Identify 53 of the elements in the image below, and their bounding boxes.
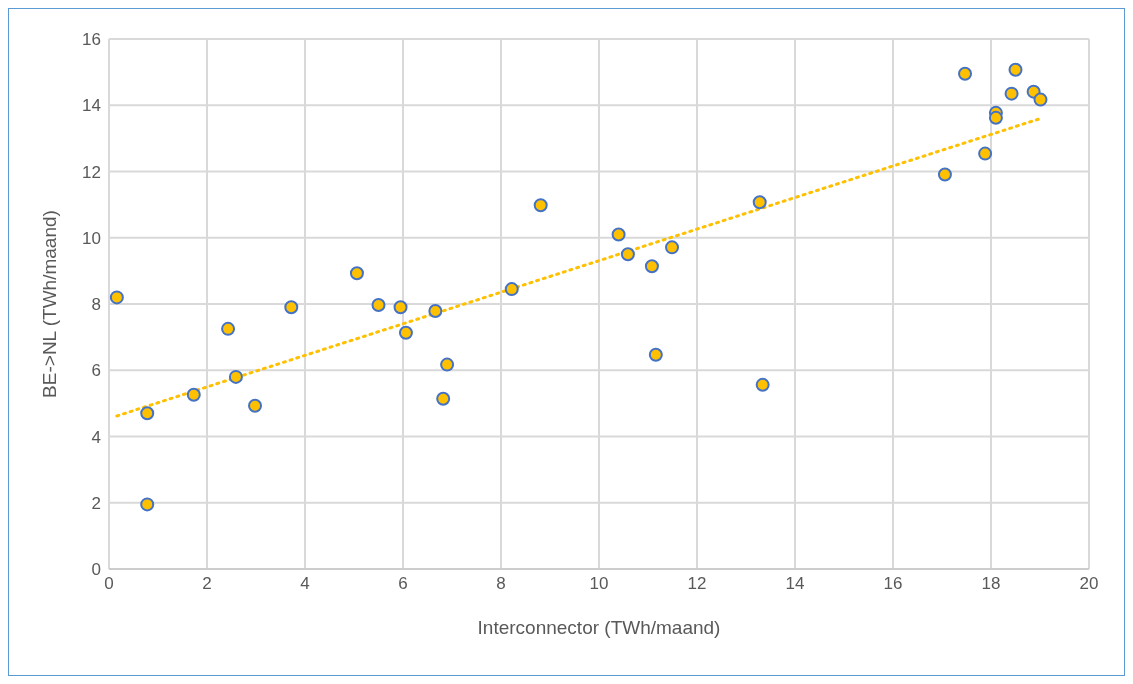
y-axis-title: BE->NL (TWh/maand) (38, 210, 60, 398)
point (752, 195, 767, 210)
x-tick-label: 12 (687, 574, 707, 594)
x-tick-label: 8 (496, 574, 506, 594)
y-tick-label: 6 (91, 361, 101, 381)
point (958, 66, 973, 81)
point (393, 300, 408, 315)
point (533, 198, 548, 213)
y-tick-label: 2 (91, 493, 101, 513)
point (988, 110, 1003, 125)
point (140, 406, 155, 421)
point (284, 300, 299, 315)
point (755, 377, 770, 392)
point (1008, 62, 1023, 77)
point (611, 227, 626, 242)
point (228, 369, 243, 384)
x-tick-label: 20 (1079, 574, 1099, 594)
point (109, 290, 124, 305)
point (349, 266, 364, 281)
x-tick-label: 18 (981, 574, 1001, 594)
x-axis-title: Interconnector (TWh/maand) (477, 617, 721, 638)
y-tick-label: 12 (82, 162, 101, 182)
point (648, 347, 663, 362)
point (504, 282, 519, 297)
point (436, 391, 451, 406)
x-tick-label: 2 (202, 574, 212, 594)
y-tick-label: 14 (82, 96, 101, 116)
y-tick-label: 0 (91, 560, 101, 580)
point (1004, 86, 1019, 101)
y-tick-label: 10 (82, 228, 101, 248)
point (140, 497, 155, 512)
y-tick-label: 8 (91, 295, 101, 315)
point (620, 247, 635, 262)
point (428, 303, 443, 318)
point (1033, 92, 1048, 107)
point (665, 240, 680, 255)
point (937, 167, 952, 182)
point (221, 321, 236, 336)
x-tick-label: 10 (589, 574, 609, 594)
point (371, 297, 386, 312)
point (440, 357, 455, 372)
y-tick-label: 4 (91, 427, 101, 447)
y-tick-label: 16 (82, 30, 101, 50)
point (248, 398, 263, 413)
point (644, 259, 659, 274)
x-tick-label: 4 (300, 574, 310, 594)
x-tick-label: 14 (785, 574, 805, 594)
point (398, 325, 413, 340)
x-tick-label: 0 (104, 574, 114, 594)
x-tick-label: 6 (398, 574, 408, 594)
x-tick-label: 16 (883, 574, 903, 594)
point (186, 387, 201, 402)
point (978, 146, 993, 161)
